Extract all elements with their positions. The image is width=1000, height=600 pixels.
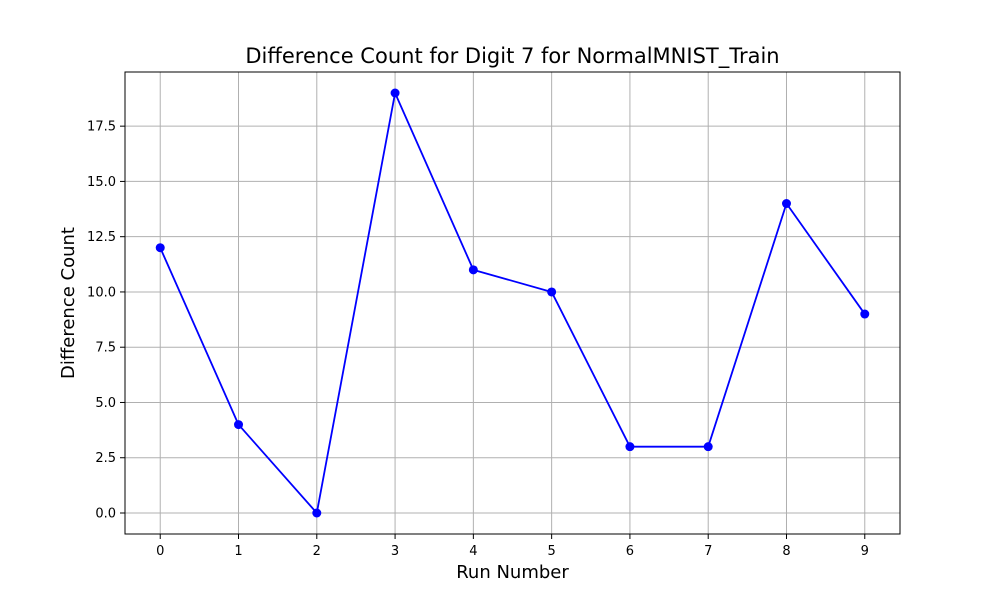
data-point: [860, 309, 870, 319]
data-point: [234, 420, 244, 430]
grid: [125, 72, 900, 534]
y-tick-label: 7.5: [95, 341, 116, 356]
y-tick-label: 17.5: [87, 120, 116, 135]
data-point: [390, 88, 400, 98]
data-point: [312, 508, 322, 518]
x-axis: 0 1 2 3 4 5 6 7 8 9: [156, 534, 869, 559]
series-group: [155, 88, 870, 518]
x-tick-label: 7: [704, 544, 712, 559]
x-tick-label: 9: [861, 544, 869, 559]
x-tick-label: 8: [782, 544, 790, 559]
data-point: [781, 199, 791, 209]
x-tick-label: 1: [234, 544, 242, 559]
x-tick-label: 3: [391, 544, 399, 559]
y-tick-label: 12.5: [87, 230, 116, 245]
plot-frame: [124, 71, 901, 535]
series-line: [159, 92, 866, 514]
chart-title: Difference Count for Digit 7 for NormalM…: [245, 44, 779, 69]
data-point: [468, 265, 478, 275]
x-tick-label: 0: [156, 544, 164, 559]
y-tick-label: 0.0: [95, 507, 116, 522]
data-point: [155, 243, 165, 253]
y-tick-label: 10.0: [87, 285, 116, 300]
y-tick-label: 5.0: [95, 396, 116, 411]
data-point: [625, 442, 635, 452]
x-axis-title: Run Number: [456, 562, 569, 583]
data-point: [703, 442, 713, 452]
data-point: [547, 287, 557, 297]
y-axis-title: Difference Count: [58, 227, 79, 379]
y-tick-label: 2.5: [95, 451, 116, 466]
x-tick-label: 5: [548, 544, 556, 559]
x-tick-label: 2: [313, 544, 321, 559]
x-tick-label: 6: [626, 544, 634, 559]
y-tick-label: 15.0: [87, 175, 116, 190]
y-axis: 0.0 2.5 5.0 7.5 10.0 12.5 15.0 17.5: [87, 120, 125, 522]
x-tick-label: 4: [469, 544, 477, 559]
